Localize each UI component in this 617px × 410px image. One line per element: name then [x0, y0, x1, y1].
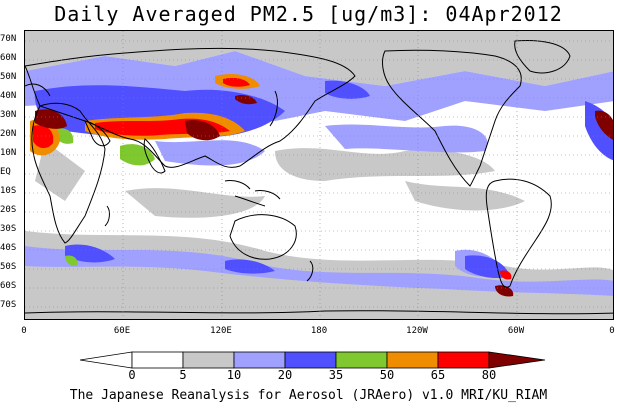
colorbar-seg-1 — [131, 351, 184, 369]
lon-label-0-right: 0 — [609, 326, 615, 336]
lat-label-40n: 40N — [0, 91, 17, 101]
lon-label-0-left: 0 — [21, 326, 27, 336]
concentration-over-80 — [35, 94, 613, 297]
colorbar-seg-2 — [182, 351, 235, 369]
colorbar-seg-8 — [488, 351, 546, 369]
lat-label-40s: 40S — [0, 243, 17, 253]
lat-label-50n: 50N — [0, 72, 17, 82]
lat-label-60n: 60N — [0, 53, 17, 63]
colorbar-label-50: 50 — [379, 368, 395, 382]
lat-label-eq: EQ — [0, 167, 11, 177]
map-frame — [24, 30, 614, 320]
credit-line: The Japanese Reanalysis for Aerosol (JRA… — [69, 388, 548, 403]
graticule — [25, 31, 613, 319]
colorbar-seg-7 — [437, 351, 490, 369]
lat-label-10n: 10N — [0, 148, 17, 158]
colorbar-label-0: 0 — [128, 368, 136, 382]
pm25-map — [25, 31, 613, 319]
colorbar-label-5: 5 — [179, 368, 187, 382]
colorbar-seg-0 — [79, 351, 133, 369]
coastlines — [25, 40, 613, 315]
colorbar-label-10: 10 — [226, 368, 242, 382]
lon-label-180: 180 — [310, 326, 328, 336]
lat-label-70s: 70S — [0, 300, 17, 310]
map-title: Daily Averaged PM2.5 [ug/m3]: 04Apr2012 — [54, 2, 563, 26]
lat-label-60s: 60S — [0, 281, 17, 291]
lat-label-70n: 70N — [0, 34, 17, 44]
colorbar-seg-3 — [233, 351, 286, 369]
colorbar-seg-4 — [284, 351, 337, 369]
lat-label-50s: 50S — [0, 262, 17, 272]
lat-label-20n: 20N — [0, 129, 17, 139]
lon-label-120e: 120E — [210, 326, 232, 336]
lat-label-30n: 30N — [0, 110, 17, 120]
lat-label-20s: 20S — [0, 205, 17, 215]
colorbar-seg-5 — [335, 351, 388, 369]
lon-label-120w: 120W — [406, 326, 428, 336]
lat-label-10s: 10S — [0, 186, 17, 196]
lon-label-60w: 60W — [507, 326, 525, 336]
lat-label-30s: 30S — [0, 224, 17, 234]
lon-label-60e: 60E — [113, 326, 131, 336]
colorbar-label-65: 65 — [430, 368, 446, 382]
colorbar-seg-6 — [386, 351, 439, 369]
colorbar-label-80: 80 — [481, 368, 497, 382]
colorbar-label-20: 20 — [277, 368, 293, 382]
colorbar-label-35: 35 — [328, 368, 344, 382]
